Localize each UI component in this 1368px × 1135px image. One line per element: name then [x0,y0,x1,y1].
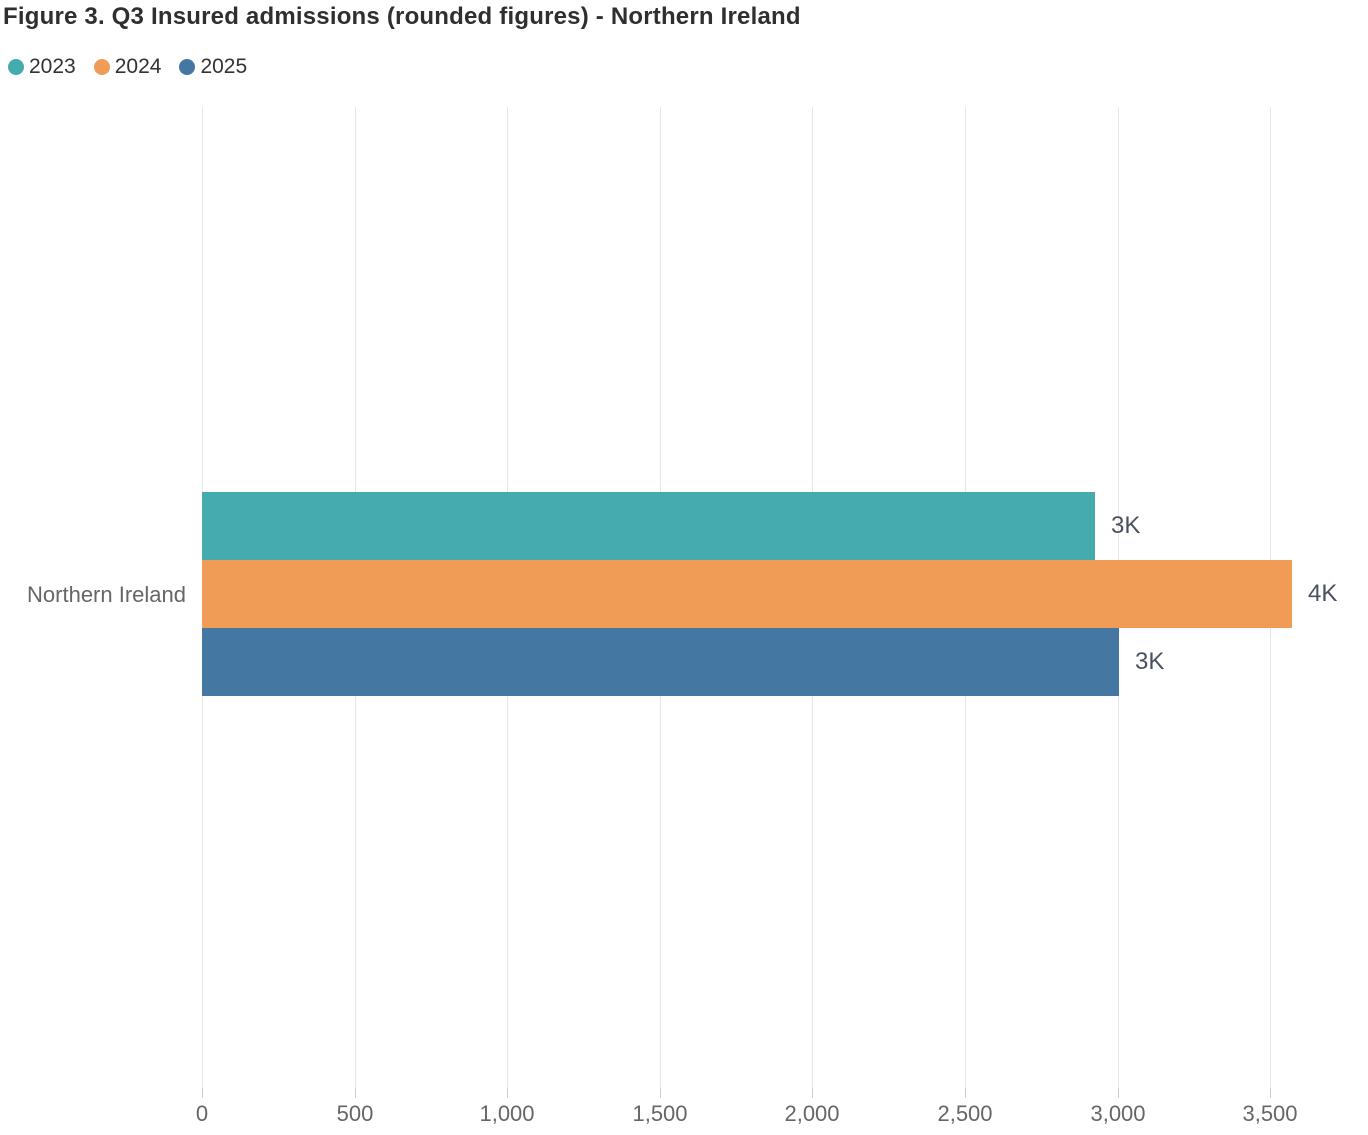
legend-marker-2023-icon [8,59,24,75]
legend: 2023 2024 2025 [8,55,247,79]
x-axis-tick-label-2500: 2,500 [937,1101,993,1126]
data-label-2024: 4K [1308,580,1338,607]
x-axis-tick-label-2000: 2,000 [784,1101,840,1126]
data-label-2025: 3K [1135,648,1165,675]
legend-marker-2024-icon [93,59,110,75]
y-axis-category-label: Northern Ireland [27,582,186,607]
legend-label-2024: 2024 [114,55,162,78]
x-axis-tick-1000 [507,1088,508,1098]
x-axis-tick-label-3000: 3,000 [1090,1101,1146,1126]
x-axis-tick-3000 [1118,1088,1119,1098]
x-axis-tick-2000 [812,1088,813,1098]
x-axis-tick-label-3500: 3,500 [1242,1101,1298,1126]
bar-2024-northern-ireland[interactable] [202,560,1292,628]
legend-item-2024[interactable]: 2024 [93,55,162,79]
x-axis-tick-label-1000: 1,000 [479,1101,535,1126]
data-label-2023: 3K [1111,512,1141,539]
legend-item-2023[interactable]: 2023 [8,55,76,79]
x-axis-tick-label-1500: 1,500 [632,1101,688,1126]
x-axis-tick-label-0: 0 [195,1101,209,1126]
x-axis-tick-1500 [660,1088,661,1098]
legend-item-2025[interactable]: 2025 [179,55,247,79]
bar-2025-northern-ireland[interactable] [202,628,1119,696]
bar-2023-northern-ireland[interactable] [202,492,1095,560]
x-axis-tick-3500 [1270,1088,1271,1098]
x-axis-tick-2500 [965,1088,966,1098]
plot-area: 0 500 1,000 1,500 2,000 2,500 3,000 3,500 3K 4K 3K [196,107,1368,1126]
legend-label-2025: 2025 [200,55,248,78]
x-axis-tick-500 [355,1088,356,1098]
x-axis-tick-label-500: 500 [336,1101,374,1126]
legend-label-2023: 2023 [29,55,76,78]
chart-title: Figure 3. Q3 Insured admissions (rounded… [3,3,801,30]
legend-marker-2025-icon [179,59,196,75]
x-axis-tick-0 [202,1088,203,1098]
